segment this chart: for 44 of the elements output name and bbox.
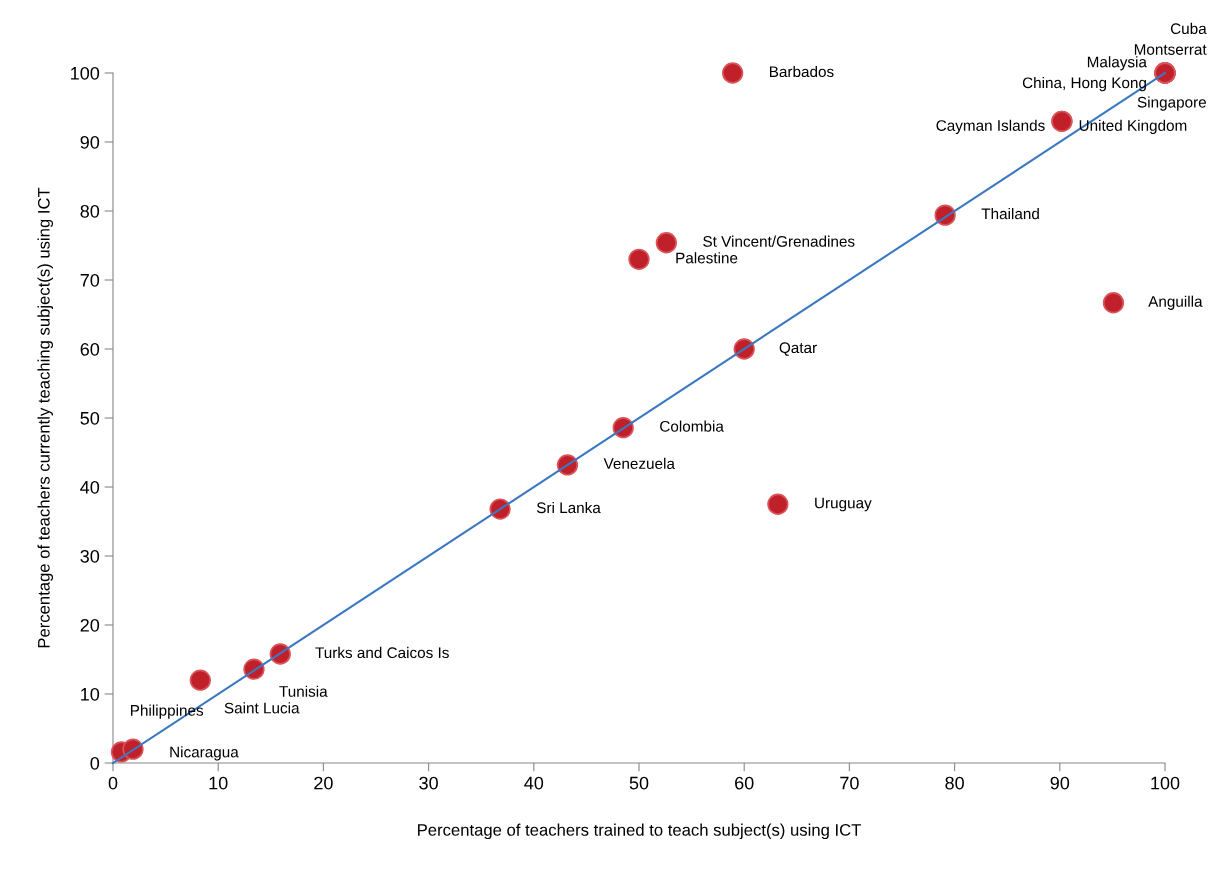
annotation: Montserrat bbox=[1134, 44, 1207, 55]
x-tick-label: 70 bbox=[840, 776, 859, 790]
annotation: Thailand bbox=[981, 208, 1039, 220]
annotation: Cayman Islands bbox=[936, 119, 1045, 134]
y-tick-label: 0 bbox=[90, 756, 100, 770]
annotation: Turks and Caicos Is bbox=[315, 646, 449, 659]
x-tick-label: 60 bbox=[735, 776, 754, 790]
y-tick-label: 80 bbox=[80, 204, 100, 218]
x-tick-label: 100 bbox=[1151, 776, 1180, 790]
annotation: Singapore bbox=[1137, 96, 1206, 111]
annotation: Saint Lucia bbox=[224, 702, 300, 714]
x-tick-label: 30 bbox=[419, 776, 438, 790]
annotation: Palestine bbox=[676, 252, 738, 264]
x-axis-title: Percentage of teachers trained to teach subject(s) using ICT bbox=[418, 823, 861, 840]
annotation: Malaysia bbox=[1087, 56, 1147, 71]
annotation: Colombia bbox=[660, 420, 724, 432]
annotation: Anguilla bbox=[1148, 295, 1203, 310]
annotation: St Vincent/Grenadines bbox=[703, 235, 855, 247]
y-tick-label: 70 bbox=[80, 273, 100, 287]
annotation: Qatar bbox=[779, 342, 817, 356]
x-tick-label: 50 bbox=[629, 776, 649, 790]
x-tick-label: 90 bbox=[1050, 776, 1070, 790]
annotation: Nicaragua bbox=[170, 746, 239, 761]
y-tick-label: 40 bbox=[80, 480, 100, 494]
y-tick-label: 100 bbox=[71, 66, 100, 80]
annotation: Tunisia bbox=[279, 685, 328, 697]
y-tick-label: 30 bbox=[80, 549, 100, 563]
annotation: Sri Lanka bbox=[536, 501, 601, 514]
y-tick-label: 50 bbox=[80, 411, 100, 425]
x-tick-label: 0 bbox=[108, 776, 118, 790]
annotation: Venezuela bbox=[603, 457, 675, 470]
annotation: China, Hong Kong bbox=[1022, 76, 1146, 92]
x-tick-label: 20 bbox=[314, 776, 333, 790]
y-tick-label: 90 bbox=[80, 135, 100, 149]
y-tick-label: 20 bbox=[80, 618, 100, 632]
y-tick-label: 10 bbox=[81, 687, 100, 701]
y-axis-title: Percentage of teachers currently teaching subject(s) using ICT bbox=[37, 187, 54, 648]
annotation: Uruguay bbox=[815, 497, 872, 512]
annotation: Cuba bbox=[1170, 22, 1207, 35]
y-tick-label: 60 bbox=[80, 342, 100, 356]
x-tick-label: 40 bbox=[524, 776, 544, 790]
x-tick-label: 80 bbox=[945, 776, 964, 790]
x-tick-label: 10 bbox=[209, 776, 228, 790]
annotation: Barbados bbox=[769, 65, 834, 78]
